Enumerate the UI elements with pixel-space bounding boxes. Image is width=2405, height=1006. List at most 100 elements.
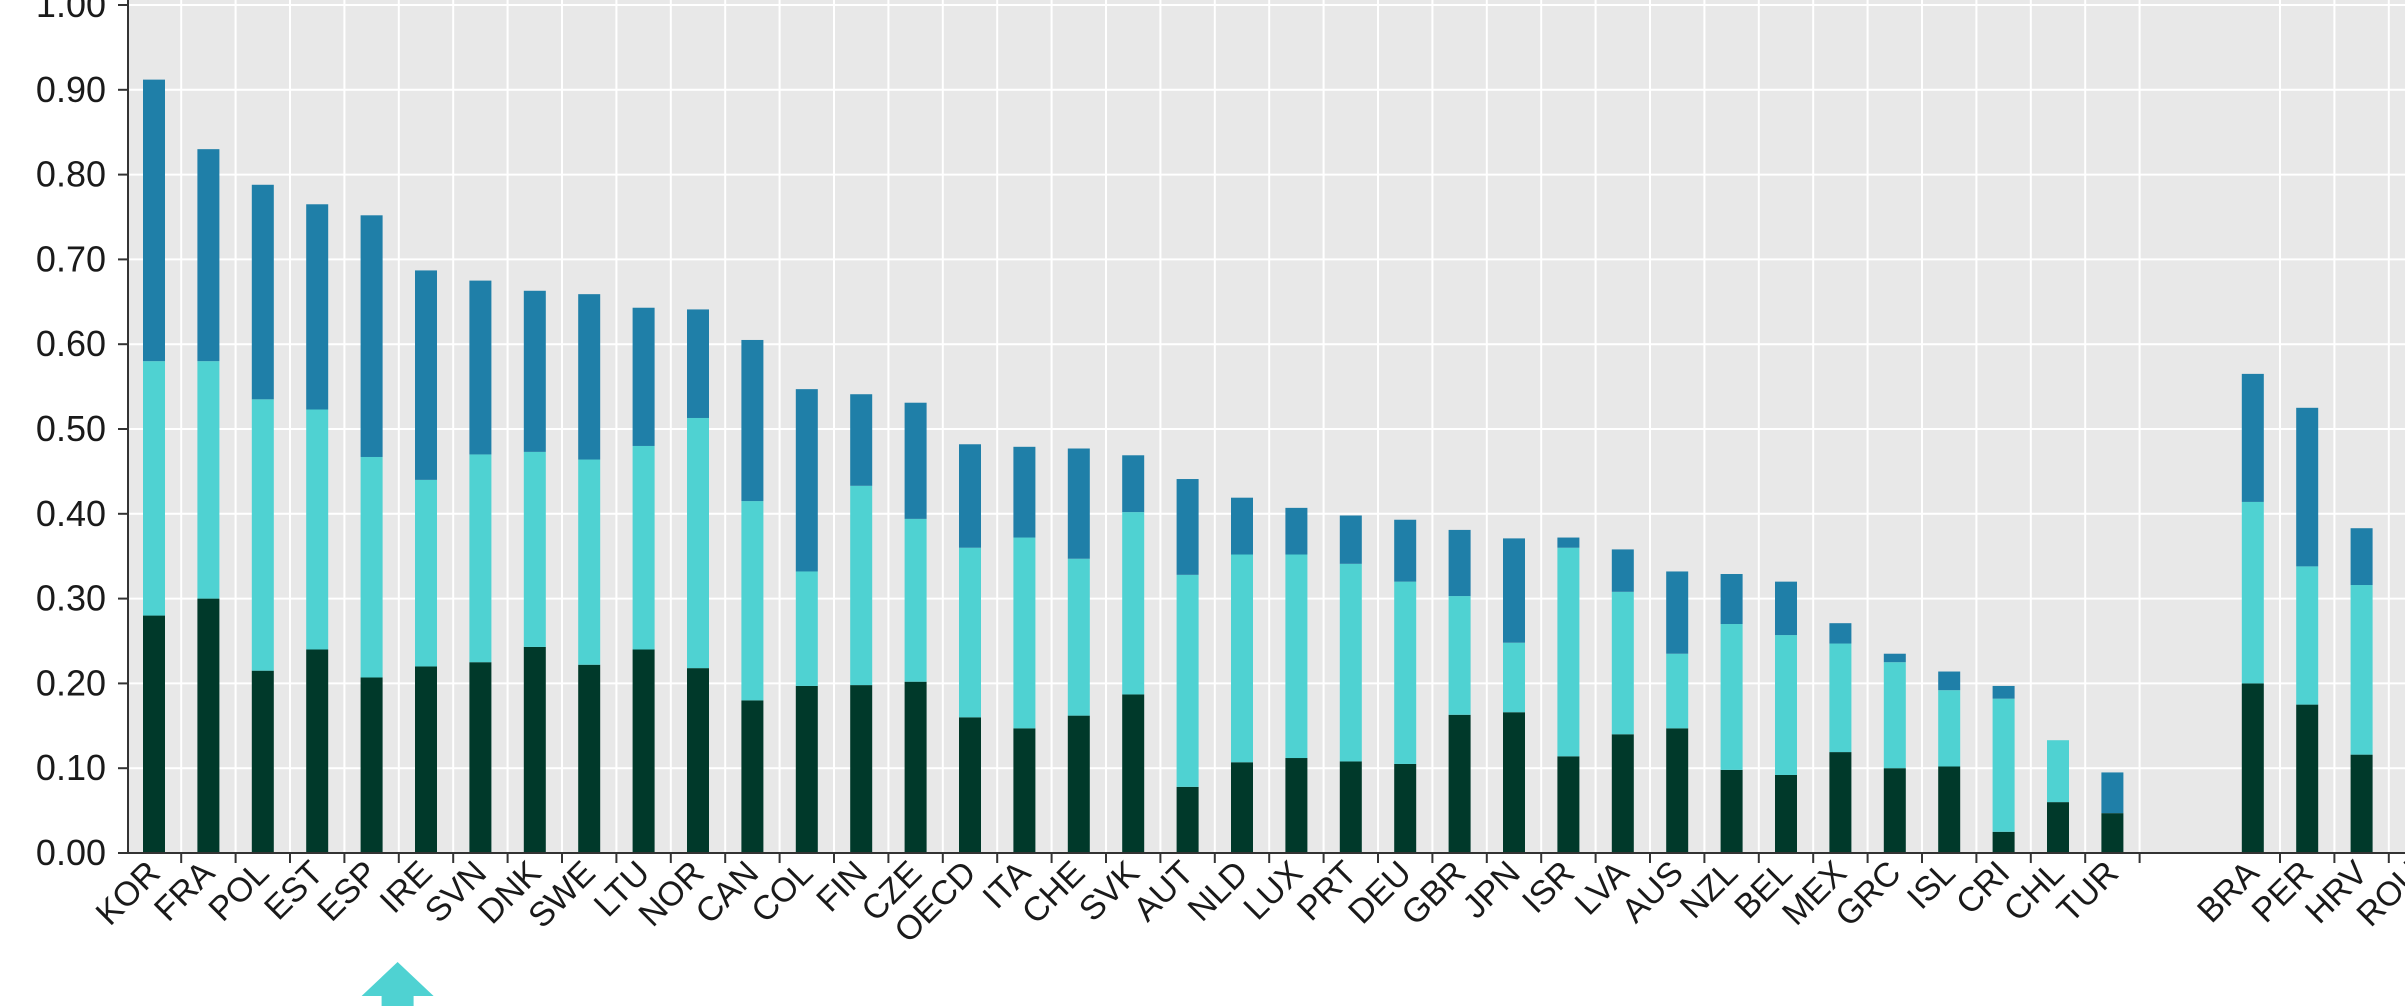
bar-segment-est-2 <box>306 204 328 409</box>
bar-segment-lux-1 <box>1285 555 1307 759</box>
highlight-marker <box>362 962 434 1006</box>
y-tick-label: 0.90 <box>36 69 106 110</box>
bar-segment-nor-1 <box>687 418 709 668</box>
bar-segment-fin-2 <box>850 394 872 486</box>
bar-segment-lva-1 <box>1612 592 1634 734</box>
bar-segment-fin-1 <box>850 486 872 685</box>
bar-segment-ire-0 <box>415 666 437 853</box>
bar-segment-nzl-2 <box>1721 574 1743 624</box>
bar-segment-grc-1 <box>1884 662 1906 768</box>
bar-segment-svn-0 <box>469 662 491 853</box>
bar-segment-che-0 <box>1068 716 1090 853</box>
bar-segment-ltu-1 <box>633 446 655 650</box>
bar-segment-chl-1 <box>2047 740 2069 802</box>
bar-segment-hrv-0 <box>2351 755 2373 853</box>
bar-segment-jpn-0 <box>1503 712 1525 853</box>
bar-segment-tur-0 <box>2101 813 2123 853</box>
bar-segment-aus-0 <box>1666 728 1688 853</box>
bar-segment-cri-1 <box>1993 699 2015 832</box>
bar-segment-aut-1 <box>1177 575 1199 787</box>
x-category-label: EST <box>257 854 331 928</box>
bar-segment-nld-1 <box>1231 555 1253 763</box>
bar-segment-grc-2 <box>1884 654 1906 662</box>
bar-segment-prt-1 <box>1340 564 1362 762</box>
bar-segment-oecd-2 <box>959 444 981 547</box>
bar-segment-ita-2 <box>1013 447 1035 538</box>
bar-segment-aus-1 <box>1666 654 1688 729</box>
bar-segment-tur-2 <box>2101 772 2123 813</box>
bar-segment-cze-0 <box>905 682 927 853</box>
bar-segment-ire-2 <box>415 270 437 479</box>
bar-segment-nzl-0 <box>1721 770 1743 853</box>
bar-segment-est-1 <box>306 409 328 649</box>
bar-segment-svk-0 <box>1122 694 1144 853</box>
bar-segment-bel-1 <box>1775 635 1797 775</box>
bar-segment-deu-0 <box>1394 764 1416 853</box>
bar-segment-oecd-0 <box>959 717 981 853</box>
bar-segment-cze-1 <box>905 519 927 682</box>
bar-segment-hrv-1 <box>2351 585 2373 755</box>
bar-segment-can-2 <box>741 340 763 501</box>
bar-segment-kor-0 <box>143 616 165 853</box>
bar-segment-fin-0 <box>850 685 872 853</box>
bar-segment-prt-0 <box>1340 761 1362 853</box>
bar-segment-aut-2 <box>1177 479 1199 575</box>
bar-segment-cri-0 <box>1993 832 2015 853</box>
bar-segment-swe-2 <box>578 294 600 459</box>
bar-segment-col-1 <box>796 571 818 685</box>
bar-segment-nzl-1 <box>1721 624 1743 770</box>
bar-segment-isl-2 <box>1938 672 1960 691</box>
x-axis-category-labels: KORFRAPOLESTESPIRESVNDNKSWELTUNORCANCOLF… <box>89 854 2405 951</box>
x-category-label: TUR <box>2050 854 2126 930</box>
highlight-arrow-icon <box>362 962 434 1006</box>
bar-segment-bra-0 <box>2242 683 2264 853</box>
y-tick-label: 0.20 <box>36 662 106 703</box>
bar-segment-gbr-0 <box>1449 715 1471 853</box>
bar-segment-ita-1 <box>1013 538 1035 729</box>
y-tick-label: 0.60 <box>36 323 106 364</box>
bar-segment-gbr-2 <box>1449 530 1471 596</box>
y-tick-label: 0.40 <box>36 493 106 534</box>
bar-segment-ire-1 <box>415 480 437 667</box>
bar-segment-pol-0 <box>252 671 274 853</box>
bar-segment-mex-2 <box>1829 623 1851 643</box>
bar-segment-gbr-1 <box>1449 596 1471 715</box>
bar-segment-svn-1 <box>469 454 491 662</box>
y-tick-label: 1.00 <box>36 0 106 25</box>
bar-segment-che-1 <box>1068 559 1090 716</box>
bar-segment-pol-1 <box>252 399 274 670</box>
bar-segment-bra-2 <box>2242 374 2264 502</box>
bar-segment-isr-2 <box>1557 538 1579 548</box>
bar-segment-isr-0 <box>1557 756 1579 853</box>
bar-segment-dnk-1 <box>524 452 546 647</box>
bar-segment-svk-1 <box>1122 512 1144 694</box>
bar-segment-kor-2 <box>143 80 165 362</box>
x-category-label: LUX <box>1236 854 1310 928</box>
bar-segment-mex-0 <box>1829 752 1851 853</box>
bar-segment-fra-2 <box>197 149 219 361</box>
bar-segment-est-0 <box>306 649 328 853</box>
bar-segment-ita-0 <box>1013 728 1035 853</box>
bar-segment-kor-1 <box>143 361 165 615</box>
x-category-label: ISL <box>1900 854 1963 917</box>
bar-segment-prt-2 <box>1340 515 1362 563</box>
bar-segment-svn-2 <box>469 281 491 455</box>
bar-segment-grc-0 <box>1884 768 1906 853</box>
bar-segment-bel-2 <box>1775 582 1797 635</box>
y-tick-label: 0.00 <box>36 832 106 873</box>
bar-segment-aus-2 <box>1666 571 1688 653</box>
bar-segment-bra-1 <box>2242 502 2264 683</box>
bar-segment-fra-0 <box>197 599 219 853</box>
bar-segment-hrv-2 <box>2351 528 2373 585</box>
bar-segment-dnk-2 <box>524 291 546 452</box>
bar-segment-swe-0 <box>578 665 600 853</box>
x-category-label: JPN <box>1455 854 1527 926</box>
x-category-label: GRC <box>1828 854 1908 934</box>
bar-segment-can-1 <box>741 501 763 700</box>
bar-segment-lva-0 <box>1612 734 1634 853</box>
bar-segment-deu-2 <box>1394 520 1416 582</box>
bar-segment-esp-2 <box>361 215 383 457</box>
y-tick-label: 0.30 <box>36 578 106 619</box>
bar-segment-esp-0 <box>361 677 383 853</box>
